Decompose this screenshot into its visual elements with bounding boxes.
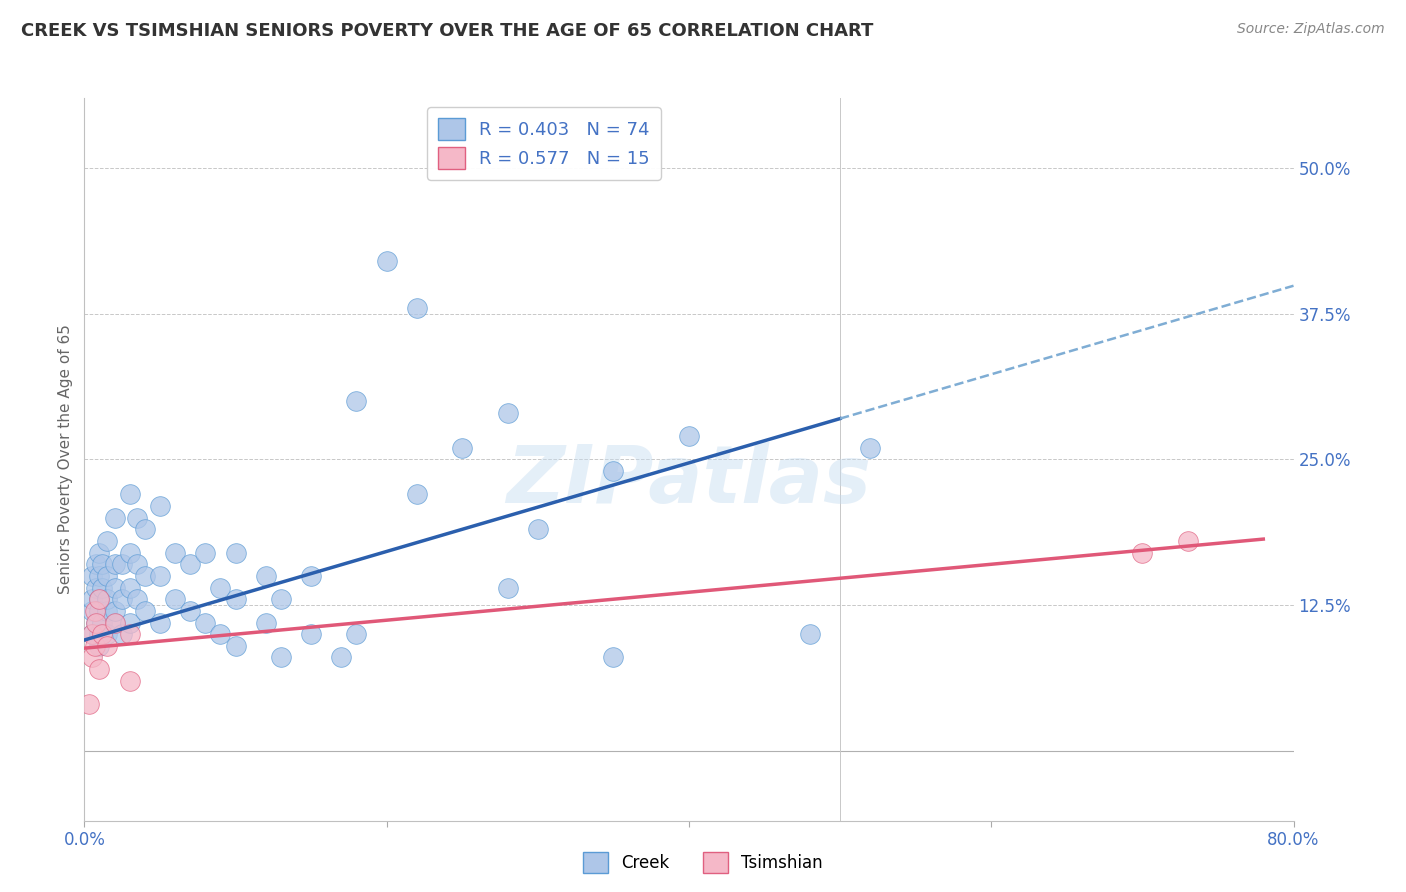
Point [299,569,322,583]
Point [86,615,108,630]
Point [118,487,141,501]
Point [1177,533,1199,548]
Point [86,558,108,572]
Point [149,615,172,630]
Point [496,581,519,595]
Point [84,604,107,618]
Point [254,615,277,630]
Point [194,615,217,630]
Point [451,441,474,455]
Point [89,592,111,607]
Point [84,639,107,653]
Point [91,627,114,641]
Point [209,627,232,641]
Point [80,569,103,583]
Point [149,499,172,513]
Point [96,627,118,641]
Point [80,627,103,641]
Point [165,592,187,607]
Point [89,546,111,560]
Point [859,441,882,455]
Point [330,650,353,665]
Point [602,464,624,478]
Point [104,558,127,572]
Point [96,604,118,618]
Point [89,639,111,653]
Text: ZIPatlas: ZIPatlas [506,442,872,520]
Point [254,569,277,583]
Text: Source: ZipAtlas.com: Source: ZipAtlas.com [1237,22,1385,37]
Legend: Creek, Tsimshian: Creek, Tsimshian [576,846,830,880]
Point [270,650,292,665]
Point [77,697,100,711]
Point [149,569,172,583]
Point [86,615,108,630]
Point [91,581,114,595]
Point [104,581,127,595]
Point [96,569,118,583]
Point [1130,546,1153,560]
Point [134,604,156,618]
Point [118,581,141,595]
Point [209,581,232,595]
Point [104,615,127,630]
Point [346,394,368,409]
Point [346,627,368,641]
Point [80,592,103,607]
Point [96,533,118,548]
Point [111,558,134,572]
Point [118,627,141,641]
Point [104,615,127,630]
Point [299,627,322,641]
Point [104,604,127,618]
Text: CREEK VS TSIMSHIAN SENIORS POVERTY OVER THE AGE OF 65 CORRELATION CHART: CREEK VS TSIMSHIAN SENIORS POVERTY OVER … [21,22,873,40]
Point [89,592,111,607]
Point [89,662,111,676]
Point [96,639,118,653]
Y-axis label: Seniors Poverty Over the Age of 65: Seniors Poverty Over the Age of 65 [58,325,73,594]
Point [89,569,111,583]
Point [80,604,103,618]
Point [270,592,292,607]
Point [602,650,624,665]
Point [91,558,114,572]
Point [194,546,217,560]
Point [96,592,118,607]
Point [406,301,429,315]
Point [127,510,149,524]
Point [406,487,429,501]
Point [134,522,156,536]
Point [496,406,519,420]
Point [80,650,103,665]
Point [104,510,127,524]
Point [527,522,550,536]
Point [118,546,141,560]
Point [225,592,247,607]
Point [91,615,114,630]
Point [799,627,821,641]
Point [165,546,187,560]
Point [179,558,201,572]
Point [179,604,201,618]
Point [678,429,700,443]
Point [86,581,108,595]
Point [89,627,111,641]
Point [225,639,247,653]
Point [134,569,156,583]
Point [111,592,134,607]
Legend: R = 0.403   N = 74, R = 0.577   N = 15: R = 0.403 N = 74, R = 0.577 N = 15 [427,107,661,180]
Point [127,558,149,572]
Point [225,546,247,560]
Point [127,592,149,607]
Point [111,627,134,641]
Point [118,615,141,630]
Point [375,254,398,268]
Point [118,673,141,688]
Point [89,604,111,618]
Point [80,627,103,641]
